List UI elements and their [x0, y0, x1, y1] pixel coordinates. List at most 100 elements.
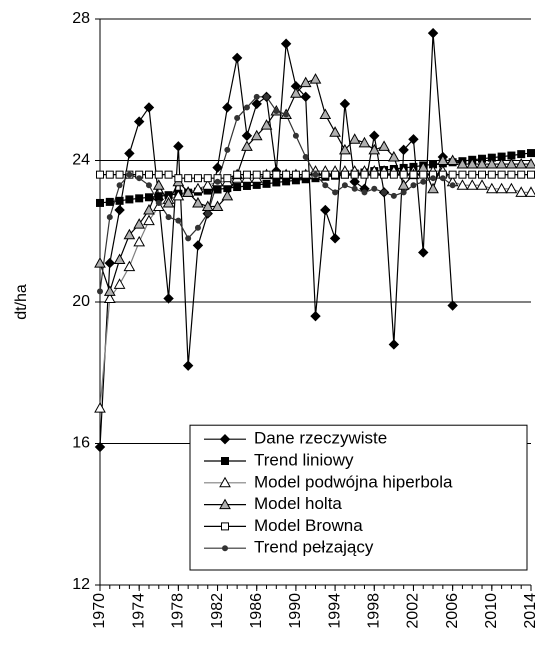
y-tick-label: 20 [72, 293, 90, 310]
marker [485, 182, 498, 194]
marker [351, 185, 358, 192]
marker [242, 181, 251, 190]
marker [154, 170, 163, 179]
legend: Dane rzeczywiste Trend liniowy Model podwó… [189, 424, 528, 571]
marker [478, 170, 487, 179]
x-tick-label: 1994 [326, 593, 343, 629]
marker [436, 154, 449, 165]
marker [103, 285, 116, 296]
marker [201, 179, 214, 190]
marker [135, 194, 144, 203]
marker [339, 98, 351, 110]
marker [221, 457, 229, 465]
marker [116, 182, 123, 189]
marker [133, 235, 146, 247]
marker [231, 52, 243, 64]
marker [243, 104, 250, 111]
x-tick-label: 1978 [170, 593, 187, 629]
marker [262, 170, 271, 179]
marker [348, 133, 361, 144]
legend-label: Dane rzeczywiste [254, 429, 387, 448]
marker [144, 170, 153, 179]
marker [380, 170, 389, 179]
marker [410, 182, 417, 189]
marker [193, 174, 202, 183]
marker [221, 189, 234, 201]
x-tick-label: 2006 [444, 593, 461, 629]
marker [192, 196, 204, 208]
marker [309, 73, 322, 84]
marker [439, 175, 446, 182]
legend-label: Model podwójna hiperbola [254, 472, 453, 491]
marker [219, 476, 231, 488]
marker [115, 196, 124, 205]
marker [192, 240, 204, 251]
marker [94, 402, 106, 413]
marker [400, 189, 407, 196]
marker [515, 158, 528, 169]
marker [201, 200, 214, 211]
marker [192, 182, 204, 194]
marker [222, 545, 228, 552]
marker [94, 441, 106, 453]
y-tick-label: 12 [72, 576, 90, 593]
marker [497, 170, 506, 179]
marker [152, 200, 165, 211]
marker [476, 179, 488, 190]
marker [312, 171, 319, 178]
marker [164, 170, 173, 179]
marker [145, 182, 152, 189]
marker [468, 170, 477, 179]
marker [260, 119, 273, 130]
marker [224, 146, 231, 153]
marker [96, 170, 104, 179]
marker [427, 27, 439, 39]
marker [361, 189, 368, 196]
marker [136, 175, 143, 182]
marker [525, 158, 535, 169]
marker [507, 170, 516, 179]
marker [222, 102, 233, 113]
marker [321, 170, 330, 179]
marker [409, 170, 418, 179]
marker [143, 102, 155, 113]
marker [194, 224, 201, 231]
marker [105, 170, 114, 179]
marker [184, 174, 193, 183]
x-tick-label: 1982 [209, 593, 226, 629]
marker [97, 288, 103, 295]
marker [250, 129, 263, 141]
marker [175, 217, 182, 224]
marker [458, 170, 467, 179]
marker [241, 130, 253, 141]
marker [162, 196, 175, 208]
marker [155, 199, 162, 206]
marker [104, 257, 116, 269]
x-tick-label: 2014 [522, 593, 535, 629]
marker [272, 170, 281, 179]
marker [456, 179, 469, 190]
marker [360, 170, 369, 179]
y-tick-label: 28 [72, 10, 90, 27]
marker [124, 148, 135, 159]
marker [517, 150, 526, 159]
marker [233, 183, 242, 192]
x-tick-label: 1986 [248, 593, 265, 629]
marker [214, 178, 221, 185]
marker [418, 247, 429, 258]
marker [369, 130, 380, 141]
marker [408, 134, 419, 145]
marker [427, 182, 439, 194]
marker [152, 179, 165, 190]
marker [446, 154, 459, 165]
marker [341, 182, 348, 189]
marker [485, 158, 498, 169]
marker [252, 170, 261, 179]
marker [332, 189, 339, 196]
marker [242, 170, 251, 179]
marker [174, 174, 183, 183]
marker [331, 170, 340, 179]
marker [329, 126, 341, 137]
marker [185, 235, 192, 242]
